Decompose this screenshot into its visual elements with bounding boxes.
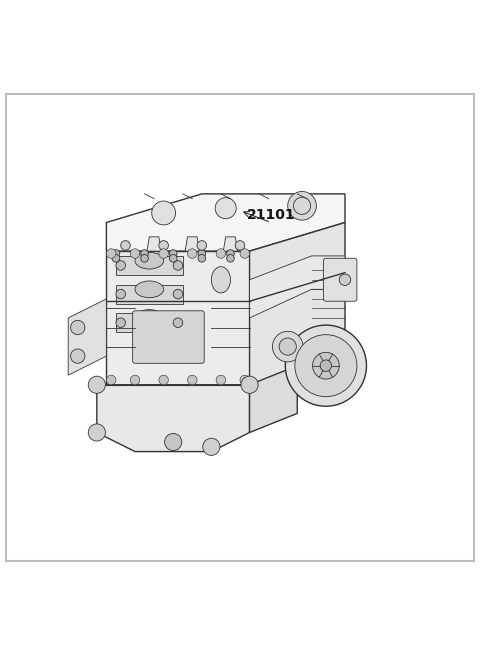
Circle shape bbox=[116, 318, 125, 328]
Circle shape bbox=[188, 249, 197, 258]
Polygon shape bbox=[250, 256, 345, 318]
Circle shape bbox=[159, 249, 168, 258]
Polygon shape bbox=[107, 251, 250, 384]
Circle shape bbox=[273, 331, 303, 362]
Polygon shape bbox=[116, 256, 183, 275]
Circle shape bbox=[240, 375, 250, 384]
Circle shape bbox=[295, 335, 357, 397]
Circle shape bbox=[198, 250, 205, 257]
Circle shape bbox=[312, 352, 339, 379]
Circle shape bbox=[279, 338, 296, 355]
Circle shape bbox=[235, 240, 245, 250]
Circle shape bbox=[339, 274, 351, 286]
Circle shape bbox=[320, 360, 332, 371]
Circle shape bbox=[288, 191, 316, 220]
Polygon shape bbox=[223, 237, 238, 251]
Polygon shape bbox=[116, 313, 183, 332]
Polygon shape bbox=[250, 365, 297, 432]
Ellipse shape bbox=[135, 310, 164, 326]
Circle shape bbox=[203, 438, 220, 455]
Circle shape bbox=[120, 240, 130, 250]
Circle shape bbox=[216, 249, 226, 258]
Circle shape bbox=[227, 255, 234, 262]
Circle shape bbox=[169, 250, 177, 257]
Circle shape bbox=[198, 255, 205, 262]
Polygon shape bbox=[68, 299, 107, 375]
Circle shape bbox=[130, 375, 140, 384]
Circle shape bbox=[165, 434, 182, 451]
Circle shape bbox=[107, 249, 116, 258]
Circle shape bbox=[130, 249, 140, 258]
Circle shape bbox=[116, 290, 125, 299]
Circle shape bbox=[141, 250, 148, 257]
FancyBboxPatch shape bbox=[324, 258, 357, 301]
Circle shape bbox=[216, 375, 226, 384]
Circle shape bbox=[71, 349, 85, 364]
Polygon shape bbox=[116, 284, 183, 304]
Circle shape bbox=[107, 375, 116, 384]
Circle shape bbox=[159, 375, 168, 384]
Circle shape bbox=[88, 424, 106, 441]
Circle shape bbox=[112, 255, 120, 262]
Text: 21101: 21101 bbox=[247, 208, 295, 222]
Circle shape bbox=[188, 375, 197, 384]
Polygon shape bbox=[185, 237, 199, 251]
Circle shape bbox=[173, 261, 183, 271]
Circle shape bbox=[71, 320, 85, 335]
Circle shape bbox=[88, 376, 106, 394]
Circle shape bbox=[227, 250, 234, 257]
Circle shape bbox=[240, 249, 250, 258]
Circle shape bbox=[112, 250, 120, 257]
Ellipse shape bbox=[211, 267, 230, 293]
Circle shape bbox=[169, 255, 177, 262]
Circle shape bbox=[197, 240, 206, 250]
Circle shape bbox=[173, 290, 183, 299]
Polygon shape bbox=[107, 194, 345, 251]
Circle shape bbox=[152, 201, 176, 225]
Polygon shape bbox=[97, 384, 250, 451]
Circle shape bbox=[215, 198, 236, 219]
Circle shape bbox=[116, 261, 125, 271]
Polygon shape bbox=[147, 237, 161, 251]
Circle shape bbox=[241, 376, 258, 394]
Circle shape bbox=[159, 240, 168, 250]
Ellipse shape bbox=[135, 281, 164, 297]
Polygon shape bbox=[250, 223, 345, 384]
Ellipse shape bbox=[135, 252, 164, 269]
Circle shape bbox=[141, 255, 148, 262]
Circle shape bbox=[173, 318, 183, 328]
FancyBboxPatch shape bbox=[132, 310, 204, 364]
Circle shape bbox=[285, 325, 366, 406]
